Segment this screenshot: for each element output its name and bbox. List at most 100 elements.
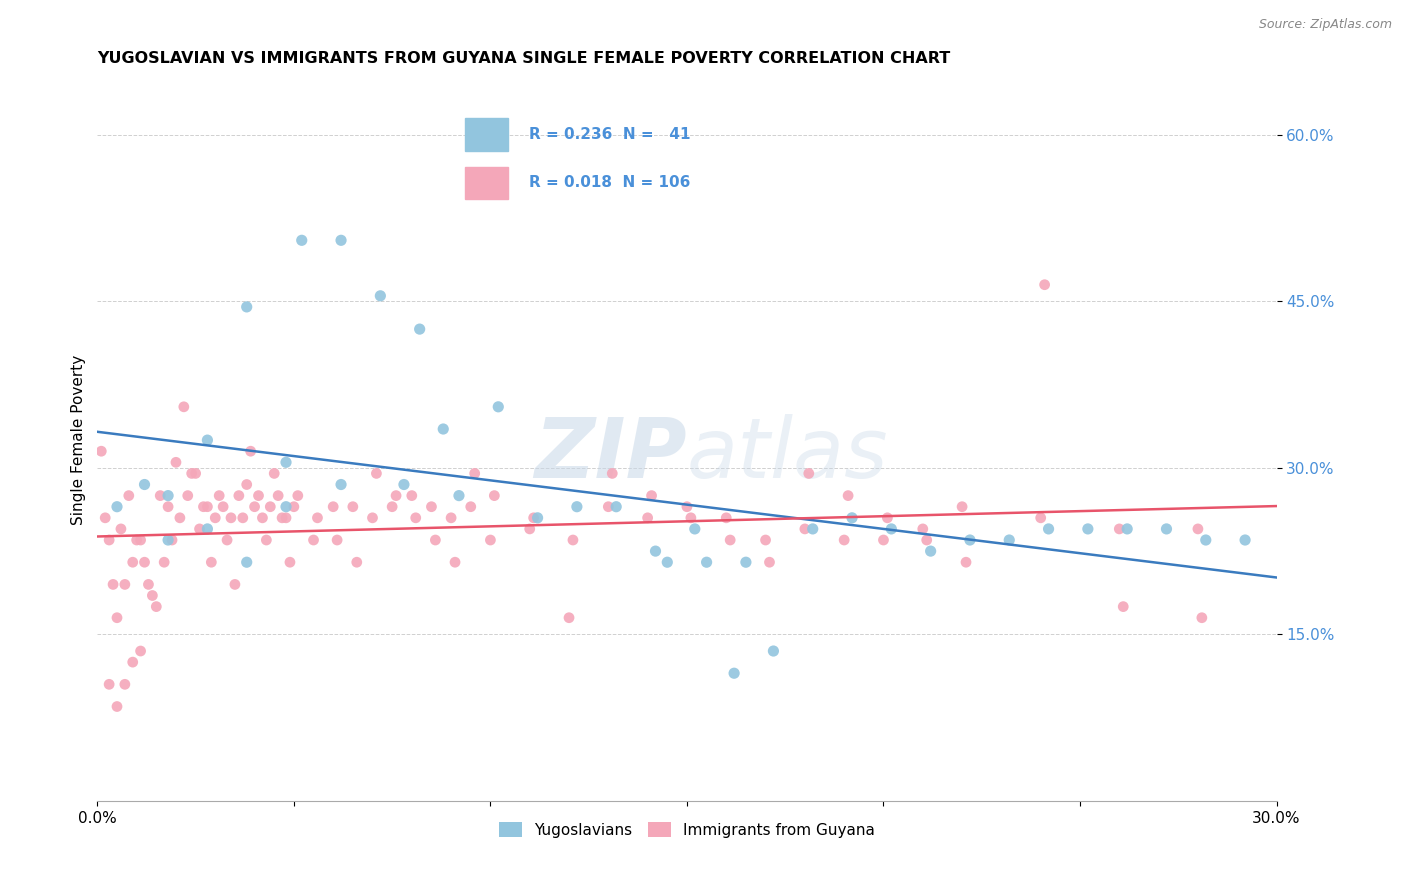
Point bbox=[998, 533, 1021, 547]
Point bbox=[793, 522, 815, 536]
Point bbox=[342, 500, 364, 514]
Point bbox=[110, 522, 132, 536]
Point bbox=[735, 555, 758, 569]
Point bbox=[880, 522, 903, 536]
Point bbox=[1234, 533, 1257, 547]
Point bbox=[605, 500, 627, 514]
Point bbox=[287, 489, 309, 503]
Point bbox=[114, 677, 136, 691]
Point bbox=[197, 522, 219, 536]
Point bbox=[224, 577, 246, 591]
Point bbox=[98, 677, 121, 691]
Point bbox=[157, 533, 180, 547]
Point bbox=[267, 489, 290, 503]
Point bbox=[105, 699, 128, 714]
Point bbox=[1112, 599, 1135, 614]
Point bbox=[837, 489, 859, 503]
Point bbox=[565, 500, 588, 514]
Point bbox=[440, 511, 463, 525]
Point bbox=[872, 533, 894, 547]
Point bbox=[801, 522, 824, 536]
Point bbox=[1187, 522, 1209, 536]
Point bbox=[121, 555, 143, 569]
Point bbox=[915, 533, 938, 547]
Point bbox=[562, 533, 585, 547]
Point bbox=[263, 467, 285, 481]
Point bbox=[173, 400, 195, 414]
Text: YUGOSLAVIAN VS IMMIGRANTS FROM GUYANA SINGLE FEMALE POVERTY CORRELATION CHART: YUGOSLAVIAN VS IMMIGRANTS FROM GUYANA SI… bbox=[97, 51, 950, 66]
Point bbox=[169, 511, 191, 525]
Point bbox=[637, 511, 659, 525]
Point bbox=[274, 500, 297, 514]
Point bbox=[696, 555, 718, 569]
Point bbox=[208, 489, 231, 503]
Point bbox=[184, 467, 207, 481]
Point bbox=[1029, 511, 1052, 525]
Point bbox=[754, 533, 776, 547]
Point bbox=[1156, 522, 1178, 536]
Point bbox=[134, 477, 156, 491]
Point bbox=[718, 533, 741, 547]
Point bbox=[149, 489, 172, 503]
Point bbox=[283, 500, 305, 514]
Y-axis label: Single Female Poverty: Single Female Poverty bbox=[72, 355, 86, 525]
Point bbox=[1033, 277, 1056, 292]
Point bbox=[200, 555, 222, 569]
Point bbox=[420, 500, 443, 514]
Point bbox=[1108, 522, 1130, 536]
Point bbox=[950, 500, 973, 514]
Point bbox=[841, 511, 863, 525]
Point bbox=[212, 500, 235, 514]
Point bbox=[193, 500, 215, 514]
Point bbox=[679, 511, 702, 525]
Point bbox=[346, 555, 368, 569]
Point bbox=[118, 489, 141, 503]
Point bbox=[330, 233, 353, 247]
Point bbox=[188, 522, 211, 536]
Point bbox=[526, 511, 548, 525]
Point bbox=[307, 511, 329, 525]
Point bbox=[94, 511, 117, 525]
Point bbox=[460, 500, 482, 514]
Point bbox=[797, 467, 820, 481]
Point bbox=[105, 500, 128, 514]
Point bbox=[392, 477, 415, 491]
Point bbox=[385, 489, 408, 503]
Point bbox=[444, 555, 467, 569]
Point bbox=[157, 489, 180, 503]
Point bbox=[235, 555, 257, 569]
Point bbox=[145, 599, 167, 614]
Point bbox=[239, 444, 262, 458]
Point bbox=[657, 555, 679, 569]
Point bbox=[484, 489, 506, 503]
Point bbox=[129, 533, 152, 547]
Point bbox=[129, 644, 152, 658]
Point bbox=[322, 500, 344, 514]
Point bbox=[160, 533, 183, 547]
Point bbox=[408, 322, 430, 336]
Point bbox=[598, 500, 620, 514]
Point bbox=[381, 500, 404, 514]
Point bbox=[876, 511, 898, 525]
Point bbox=[716, 511, 738, 525]
Point bbox=[370, 289, 392, 303]
Point bbox=[1077, 522, 1099, 536]
Point bbox=[523, 511, 546, 525]
Point bbox=[219, 511, 242, 525]
Point bbox=[640, 489, 662, 503]
Point bbox=[600, 467, 623, 481]
Point bbox=[330, 477, 353, 491]
Point bbox=[723, 666, 745, 681]
Point bbox=[644, 544, 666, 558]
Text: atlas: atlas bbox=[688, 414, 889, 495]
Point bbox=[762, 644, 785, 658]
Point bbox=[447, 489, 470, 503]
Point bbox=[291, 233, 314, 247]
Point bbox=[401, 489, 423, 503]
Point bbox=[676, 500, 699, 514]
Point bbox=[197, 433, 219, 447]
Point bbox=[197, 500, 219, 514]
Point bbox=[519, 522, 541, 536]
Point bbox=[153, 555, 176, 569]
Point bbox=[425, 533, 447, 547]
